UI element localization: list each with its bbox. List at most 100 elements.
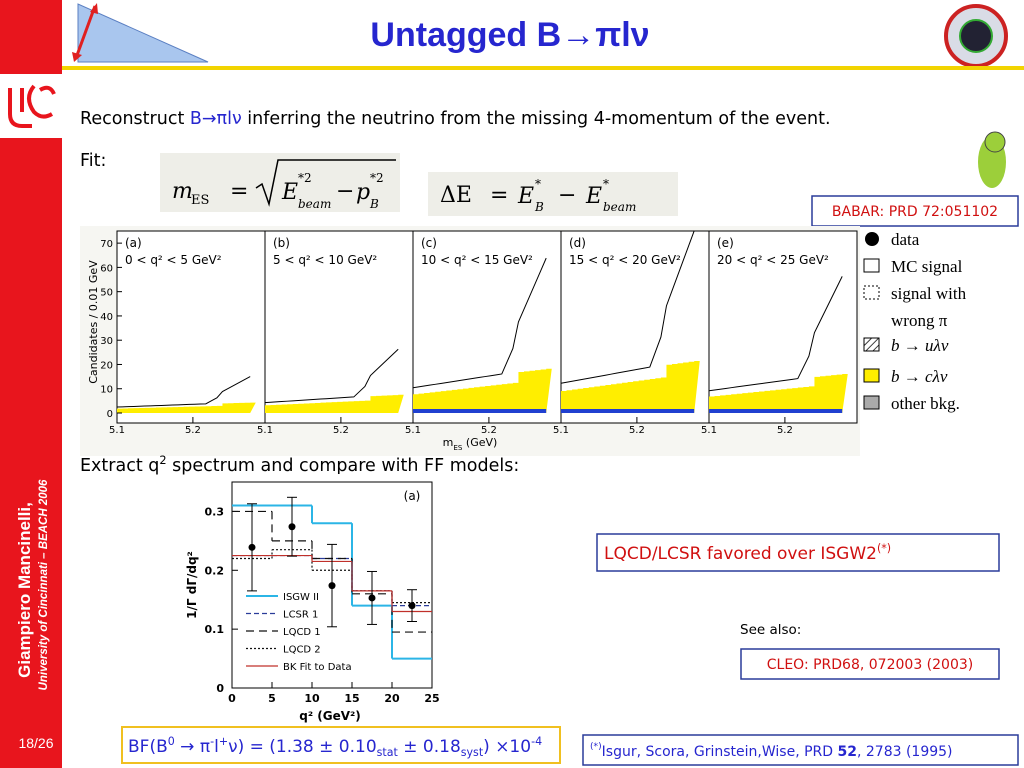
legend-label: b → cλν	[891, 367, 948, 386]
x-tick-label: 0	[228, 692, 236, 705]
legend-swatch	[863, 258, 880, 273]
legend-label: other bkg.	[891, 394, 960, 413]
legend-label: wrong π	[891, 311, 948, 330]
formula-symbol: ΔE	[440, 183, 472, 208]
x-tick-label: 5.2	[777, 425, 793, 436]
formula-symbol: p	[356, 180, 370, 205]
text-run: ) ×10	[483, 737, 531, 757]
text-run: B→πlν	[190, 109, 242, 129]
legend-label: signal with	[891, 284, 967, 303]
formula-operator: −	[336, 179, 354, 204]
y-tick-label: 30	[100, 336, 113, 347]
panel-range: 15 < q² < 20 GeV²	[569, 253, 681, 267]
reference-box	[811, 195, 1019, 227]
formula-subscript: ES	[191, 193, 209, 208]
legend-swatch	[863, 368, 880, 383]
cleo-reference: CLEO: PRD68, 072003 (2003)	[767, 657, 973, 673]
slide-title: Untagged B→πlν	[370, 16, 649, 54]
logo	[8, 84, 56, 128]
text-run: +	[219, 735, 228, 748]
q2-plot-background	[200, 474, 445, 730]
see-also: See also:	[740, 622, 801, 638]
data-point	[288, 523, 296, 531]
arrow-head	[90, 3, 98, 14]
x-tick-label: 5.1	[109, 425, 125, 436]
y-tick-label: 0.2	[205, 564, 225, 577]
text-run: (GeV)	[462, 436, 497, 449]
background-fill	[561, 409, 695, 413]
text-run: Extract q	[80, 456, 159, 476]
background-outline	[264, 348, 399, 404]
axes-frame	[231, 481, 433, 689]
text-run: -	[210, 735, 214, 748]
legend-label: LQCD 1	[283, 627, 321, 638]
formula-de: ΔE = E * B − E * beam	[440, 177, 636, 214]
babar-logo-core	[959, 19, 993, 53]
x-tick-label: 5.2	[333, 425, 349, 436]
panel-frame	[116, 230, 266, 424]
legend-swatch	[863, 395, 880, 410]
y-tick-label: 0.3	[205, 505, 225, 518]
cleo-box	[740, 648, 1000, 680]
formula-box	[160, 153, 400, 212]
background-fill	[709, 409, 843, 413]
data-point	[408, 602, 416, 610]
text-run: , 2783 (1995)	[857, 744, 953, 760]
y-tick-label: 10	[100, 385, 113, 396]
x-tick-label: 5.1	[553, 425, 569, 436]
legend-label: LCSR 1	[283, 610, 318, 621]
formula-operator: =	[230, 179, 248, 204]
y-tick-label: 40	[100, 312, 113, 323]
x-tick-label: 5.2	[481, 425, 497, 436]
text-run: ± 0.18	[398, 737, 461, 757]
conclusion: LQCD/LCSR favored over ISGW2(*)	[604, 542, 891, 564]
reference: BABAR: PRD 72:051102	[832, 204, 998, 220]
legend-label: ISGW II	[283, 592, 319, 603]
text-run: stat	[377, 746, 399, 759]
panel-tag: (a)	[125, 236, 142, 250]
legend: data MC signal signal with wrong π b → uλν b …	[863, 230, 967, 413]
x-tick-label: 5.1	[257, 425, 273, 436]
y-axis-label: Candidates / 0.01 GeV	[87, 260, 100, 384]
text-run: LQCD/LCSR favored over ISGW2	[604, 544, 877, 564]
formula-symbol: E	[281, 180, 298, 205]
text-run: ν) = (1.38 ± 0.10	[228, 737, 377, 757]
arrow-icon	[74, 5, 97, 59]
data-point	[328, 582, 336, 590]
x-tick-label: 5.1	[405, 425, 421, 436]
text-run: m	[443, 436, 454, 449]
text-run: 2	[159, 453, 166, 467]
formula-symbol: m	[172, 179, 193, 204]
legend-swatch	[863, 285, 880, 300]
formula-symbol: E	[517, 184, 534, 209]
panel-tag: (d)	[569, 236, 586, 250]
legend-label: b → uλν	[891, 336, 949, 355]
text-run: Reconstruct	[80, 109, 190, 129]
x-axis-label: q² (GeV²)	[299, 709, 361, 723]
formula-subscript: beam	[298, 197, 331, 211]
text-run: syst	[461, 746, 484, 759]
legend-swatch	[865, 232, 879, 246]
x-tick-label: 5.2	[629, 425, 645, 436]
formula-subscript: beam	[603, 200, 636, 214]
author: Giampiero Mancinelli,	[15, 502, 34, 678]
footnote: (*)Isgur, Scora, Grinstein,Wise, PRD 52,…	[590, 742, 953, 760]
text-run: inferring the neutrino from the missing …	[242, 109, 831, 129]
legend-label: LQCD 2	[283, 645, 321, 656]
formula-subscript: B	[369, 197, 379, 211]
text-run: BF(B	[128, 737, 168, 757]
y-tick-label: 70	[100, 239, 113, 250]
legend-label: BK Fit to Data	[283, 662, 352, 673]
text-run: → π	[175, 737, 210, 757]
panel-range: 20 < q² < 25 GeV²	[717, 253, 829, 267]
panel-tag: (b)	[273, 236, 290, 250]
x-tick-label: 20	[384, 692, 400, 705]
text-run: ES	[453, 443, 463, 452]
panel-range: 5 < q² < 10 GeV²	[273, 253, 377, 267]
legend-swatch	[863, 337, 880, 352]
x-tick-label: 15	[344, 692, 359, 705]
x-tick-label: 10	[304, 692, 320, 705]
extract-text: Extract q2 spectrum and compare with FF …	[80, 453, 519, 476]
legend-label: MC signal	[891, 257, 963, 276]
